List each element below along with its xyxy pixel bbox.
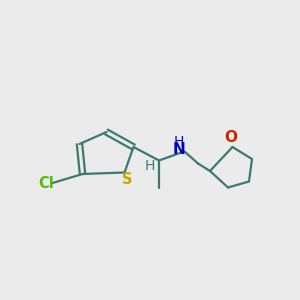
Text: H: H [145,159,155,173]
Text: O: O [224,130,238,146]
Text: S: S [122,172,132,188]
Text: H: H [173,136,184,149]
Text: Cl: Cl [38,176,54,190]
Text: N: N [172,142,185,158]
